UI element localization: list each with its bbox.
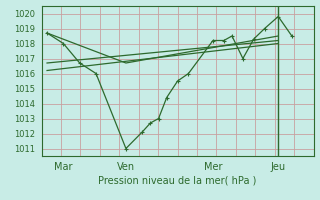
X-axis label: Pression niveau de la mer( hPa ): Pression niveau de la mer( hPa ) — [99, 175, 257, 185]
